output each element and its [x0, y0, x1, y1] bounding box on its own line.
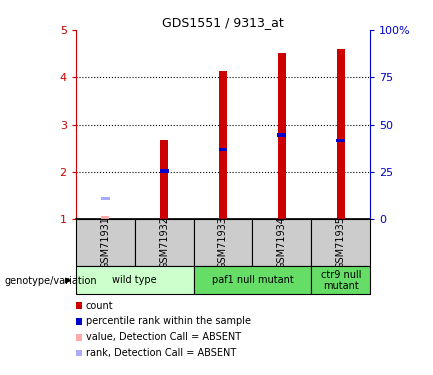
Text: GSM71933: GSM71933: [218, 216, 228, 269]
Bar: [252, 219, 311, 266]
Text: paf1 null mutant: paf1 null mutant: [212, 275, 293, 285]
Bar: [160, 140, 168, 219]
Text: rank, Detection Call = ABSENT: rank, Detection Call = ABSENT: [86, 348, 236, 358]
Bar: [101, 197, 110, 200]
Bar: [219, 148, 227, 151]
Bar: [337, 49, 345, 219]
Bar: [160, 170, 168, 173]
Bar: [101, 216, 109, 219]
Text: GSM71934: GSM71934: [277, 216, 287, 269]
Text: count: count: [86, 301, 113, 310]
Title: GDS1551 / 9313_at: GDS1551 / 9313_at: [162, 16, 284, 29]
Bar: [311, 266, 370, 294]
Bar: [278, 53, 286, 219]
Text: wild type: wild type: [112, 275, 157, 285]
Bar: [194, 266, 311, 294]
Text: GSM71932: GSM71932: [159, 216, 169, 269]
Bar: [194, 219, 252, 266]
Bar: [311, 219, 370, 266]
Bar: [336, 139, 345, 142]
Bar: [76, 219, 135, 266]
Bar: [135, 219, 194, 266]
Text: percentile rank within the sample: percentile rank within the sample: [86, 316, 251, 326]
Text: genotype/variation: genotype/variation: [4, 276, 97, 285]
Text: value, Detection Call = ABSENT: value, Detection Call = ABSENT: [86, 332, 241, 342]
Text: ctr9 null
mutant: ctr9 null mutant: [320, 270, 361, 291]
Bar: [219, 71, 227, 219]
Text: GSM71935: GSM71935: [336, 216, 346, 269]
Bar: [278, 134, 286, 137]
Text: GSM71931: GSM71931: [100, 216, 110, 269]
Bar: [76, 266, 194, 294]
